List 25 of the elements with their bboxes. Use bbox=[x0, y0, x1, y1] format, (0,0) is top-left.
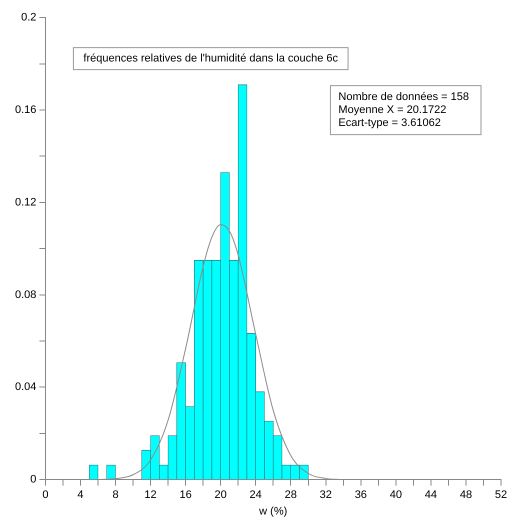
x-tick-label: 12 bbox=[144, 489, 157, 502]
annotation: Nombre de données = 158 bbox=[338, 91, 470, 104]
y-tick-label: 0.2 bbox=[21, 12, 36, 24]
x-tick-label: 4 bbox=[77, 489, 84, 502]
x-tick-label: 44 bbox=[424, 489, 438, 502]
x-tick-label: 52 bbox=[494, 489, 508, 502]
x-tick-label: 16 bbox=[179, 489, 192, 502]
y-tick-label: 0 bbox=[30, 474, 36, 486]
x-tick-label: 8 bbox=[112, 489, 119, 502]
y-tick-label: 0.16 bbox=[14, 104, 36, 116]
y-tick-label: 0.12 bbox=[14, 196, 36, 208]
x-tick-label: 40 bbox=[390, 489, 402, 502]
x-tick-label: 28 bbox=[284, 489, 297, 502]
x-tick-label: 32 bbox=[320, 489, 332, 502]
x-tick-label: 48 bbox=[460, 489, 472, 502]
annotation: Moyenne X = 20.1722 bbox=[338, 104, 446, 116]
text: fréquences relatives de l'humidité dans la couche 6c bbox=[83, 52, 339, 65]
x-tick-label: 20 bbox=[214, 489, 227, 502]
x-axis-title: w (%) bbox=[258, 505, 288, 518]
x-tick-label: 24 bbox=[250, 489, 262, 502]
y-tick-label: 0.04 bbox=[14, 381, 36, 394]
annotation: Ecart-type = 3.61062 bbox=[338, 117, 441, 130]
x-tick-label: 36 bbox=[354, 489, 367, 502]
x-tick-label: 0 bbox=[42, 489, 48, 502]
y-tick-label: 0.08 bbox=[14, 288, 36, 301]
